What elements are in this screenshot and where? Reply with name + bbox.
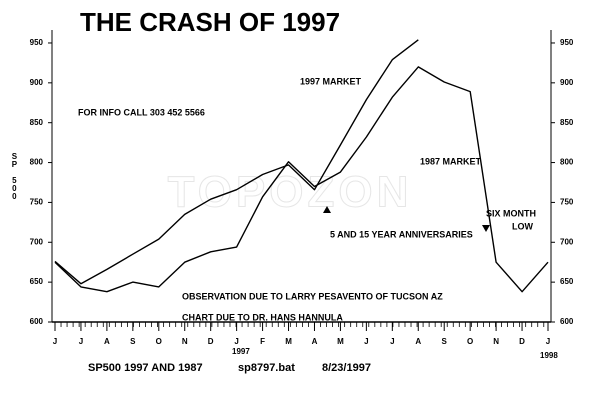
annotation: 5 AND 15 YEAR ANNIVERSARIES: [330, 229, 473, 239]
y2-tick-label: 800: [560, 158, 574, 167]
x-tick-label: J: [364, 337, 368, 346]
marker-arrow: [482, 225, 490, 232]
x-tick-label: J: [390, 337, 394, 346]
y-tick-label: 700: [30, 237, 44, 246]
y2-tick-label: 600: [560, 317, 574, 326]
y-tick-label: 850: [30, 118, 44, 127]
y-tick-label: 950: [30, 38, 44, 47]
annotation: OBSERVATION DUE TO LARRY PESAVENTO OF TU…: [182, 291, 443, 301]
y-tick-label: 650: [30, 277, 44, 286]
series-line: [54, 39, 419, 285]
x-tick-label: M: [337, 337, 344, 346]
series-label: 1987 MARKET: [420, 156, 482, 166]
annotation: SIX MONTH: [486, 208, 536, 218]
x-tick-label: O: [467, 337, 473, 346]
x-tick-label: J: [79, 337, 83, 346]
x-tick-label: O: [156, 337, 162, 346]
x-tick-label: J: [234, 337, 238, 346]
chart-title: THE CRASH OF 1997: [80, 7, 340, 37]
x-tick-label: S: [130, 337, 136, 346]
x-tick-label: D: [519, 337, 525, 346]
x-tick-label: J: [546, 337, 550, 346]
watermark: TOPOZON: [168, 168, 413, 217]
y-tick-label: 600: [30, 317, 44, 326]
year-label: 1997: [232, 347, 250, 356]
series-label: 1997 MARKET: [300, 76, 362, 86]
annotation: CHART DUE TO DR. HANS HANNULA: [182, 312, 343, 322]
footer-text: SP500 1997 AND 1987: [88, 362, 203, 374]
y2-tick-label: 650: [560, 277, 574, 286]
footer-text: 8/23/1997: [322, 362, 371, 374]
x-tick-label: M: [285, 337, 292, 346]
x-tick-label: A: [415, 337, 421, 346]
x-tick-label: A: [104, 337, 110, 346]
x-tick-label: S: [442, 337, 448, 346]
x-tick-label: A: [312, 337, 318, 346]
y-tick-label: 900: [30, 78, 44, 87]
x-tick-label: N: [182, 337, 188, 346]
y2-tick-label: 850: [560, 118, 574, 127]
y-tick-label: 750: [30, 198, 44, 207]
y2-tick-label: 950: [560, 38, 574, 47]
marker-arrow: [323, 206, 331, 213]
y2-tick-label: 900: [560, 78, 574, 87]
x-tick-label: J: [53, 337, 57, 346]
x-tick-label: N: [493, 337, 499, 346]
x-tick-label: F: [260, 337, 265, 346]
y-axis-title: SP 500: [10, 152, 19, 200]
x-tick-label: D: [208, 337, 214, 346]
annotation: LOW: [512, 221, 533, 231]
series-line: [54, 66, 549, 293]
footer-text: sp8797.bat: [238, 362, 295, 374]
y2-tick-label: 700: [560, 237, 574, 246]
year-label: 1998: [540, 351, 558, 360]
y2-tick-label: 750: [560, 198, 574, 207]
annotation: FOR INFO CALL 303 452 5566: [78, 107, 205, 117]
y-tick-label: 800: [30, 158, 44, 167]
